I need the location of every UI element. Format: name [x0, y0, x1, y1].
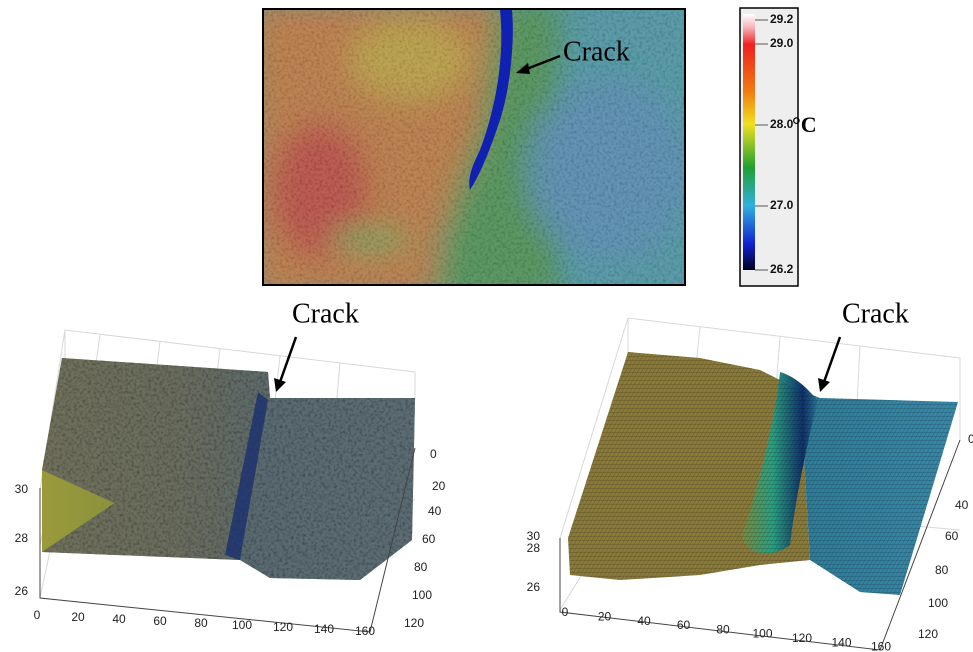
x-tick-label: 0: [34, 608, 41, 622]
y-tick-label: 40: [955, 498, 969, 512]
x-tick-label: 60: [677, 618, 691, 632]
y-tick-label: 120: [918, 627, 938, 641]
z-tick-label: 28: [527, 541, 541, 555]
x-tick-label: 160: [871, 640, 891, 652]
x-tick-label: 20: [598, 609, 612, 623]
y-tick-label: 60: [945, 529, 959, 543]
y-tick-label: 40: [428, 504, 442, 518]
annotation: Crack: [292, 298, 359, 329]
colorbar: [743, 14, 755, 270]
y-tick-label: 80: [935, 563, 949, 577]
y-tick-label: 100: [412, 588, 432, 602]
z-tick-label: 30: [15, 482, 29, 496]
arrow-head: [274, 378, 286, 392]
x-tick-label: 80: [194, 616, 208, 630]
x-tick-label: 140: [314, 622, 334, 636]
y-tick-label: 20: [432, 479, 446, 493]
x-tick-label: 120: [273, 620, 293, 634]
x-tick-label: 40: [637, 614, 651, 628]
y-tick-label: 80: [414, 560, 428, 574]
figure: Crack °C Crack Crack 29.2 29.0 28.0 27.0 26.…: [0, 0, 973, 652]
x-tick-label: 60: [153, 614, 167, 628]
x-tick-label: 120: [792, 631, 812, 645]
surface-plot: [40, 330, 415, 632]
x-tick-label: 20: [71, 610, 85, 624]
colorbar-tick-label: 26.2: [770, 262, 794, 276]
x-tick-label: 0: [562, 605, 569, 619]
arrow-head: [818, 378, 830, 392]
arrow: [824, 337, 840, 382]
colorbar-tick-label: 29.2: [770, 12, 794, 26]
colorbar-tick-label: 28.0: [770, 117, 794, 131]
x-tick-label: 160: [355, 624, 375, 638]
x-tick-label: 100: [752, 627, 772, 641]
z-tick-label: 26: [15, 584, 29, 598]
colorbar-tick-label: 29.0: [770, 36, 794, 50]
colorbar-tick-label: 27.0: [770, 198, 794, 212]
z-tick-label: 26: [527, 580, 541, 594]
x-tick-label: 80: [716, 622, 730, 636]
y-tick-label: 120: [404, 616, 424, 630]
unit-label: °C: [792, 112, 817, 137]
y-tick-label: 100: [928, 596, 948, 610]
annotation: Crack: [842, 298, 909, 329]
annotation: Crack: [563, 36, 630, 67]
x-tick-label: 100: [232, 618, 252, 632]
arrow: [280, 337, 296, 382]
x-tick-label: 140: [831, 635, 851, 649]
surface-plot: [560, 318, 960, 650]
z-tick-label: 28: [15, 531, 29, 545]
y-tick-label: 60: [422, 532, 436, 546]
x-tick-label: 40: [112, 612, 126, 626]
y-tick-label: 0: [430, 447, 437, 461]
y-tick-label: 0: [968, 432, 973, 446]
